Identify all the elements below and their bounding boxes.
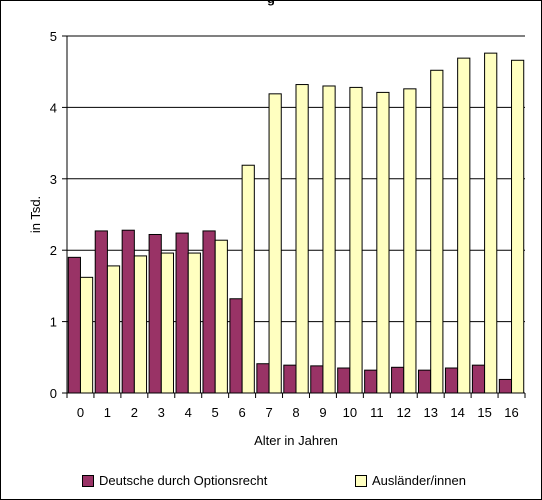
bar-deutsche-0: [67, 256, 81, 394]
bar-deutsche-9: [310, 365, 324, 394]
bar-auslaender-7: [268, 93, 282, 394]
bar-deutsche-1: [94, 230, 108, 394]
legend-item-auslaender: Ausländer/innen: [355, 473, 466, 488]
legend-label-auslaender: Ausländer/innen: [372, 473, 466, 488]
legend-item-deutsche: Deutsche durch Optionsrecht: [82, 473, 267, 488]
x-tick-label: 7: [265, 405, 272, 420]
y-tick-label: 0: [50, 386, 57, 401]
bar-auslaender-8: [295, 84, 309, 394]
bar-deutsche-15: [471, 364, 486, 394]
bar-deutsche-16: [498, 378, 513, 394]
bar-deutsche-2: [121, 229, 135, 394]
bar-auslaender-6: [241, 164, 255, 394]
x-tick-label: 9: [319, 405, 326, 420]
x-tick-labels: 0 1 2 3 4 5 6 7 8 9 10 11 12 13 14 15 16: [66, 393, 526, 420]
x-tick-label: 1: [104, 405, 111, 420]
x-tick-label: 13: [423, 405, 437, 420]
legend-label-deutsche: Deutsche durch Optionsrecht: [99, 473, 268, 488]
x-tick-label: 2: [131, 405, 138, 420]
x-tick-label: 14: [450, 405, 464, 420]
bar-auslaender-15: [484, 52, 498, 394]
x-tick-label: 11: [370, 405, 384, 420]
x-tick-label: 16: [504, 405, 518, 420]
bar-deutsche-6: [229, 298, 243, 394]
bar-auslaender-11: [376, 91, 390, 394]
x-tick-label: 15: [477, 405, 491, 420]
bar-auslaender-4: [187, 252, 201, 394]
axes: [66, 36, 525, 394]
bar-deutsche-8: [283, 364, 297, 394]
bars: [67, 52, 525, 394]
bar-auslaender-9: [322, 85, 336, 394]
bar-auslaender-10: [349, 86, 363, 394]
bar-deutsche-14: [444, 367, 459, 394]
y-tick-label: 5: [50, 29, 57, 44]
bar-deutsche-5: [202, 230, 216, 394]
x-tick-label: 4: [185, 405, 192, 420]
x-tick-label: 0: [77, 405, 84, 420]
bar-deutsche-10: [337, 367, 351, 394]
bar-auslaender-0: [79, 276, 94, 394]
bar-deutsche-3: [148, 233, 162, 394]
bar-deutsche-11: [364, 369, 378, 394]
y-tick-labels: 0 1 2 3 4 5: [50, 29, 67, 401]
y-tick-label: 4: [50, 100, 57, 115]
bar-auslaender-2: [133, 255, 148, 394]
legend-swatch-auslaender: [355, 474, 367, 487]
legend-swatch-deutsche: [82, 474, 94, 487]
y-tick-label: 2: [50, 243, 57, 258]
bar-auslaender-16: [511, 59, 525, 394]
y-axis-title: in Tsd.: [28, 196, 43, 233]
bar-deutsche-4: [175, 232, 189, 394]
x-tick-label: 8: [292, 405, 299, 420]
bar-deutsche-7: [256, 363, 270, 394]
bar-auslaender-3: [160, 252, 174, 394]
bar-auslaender-1: [106, 265, 121, 394]
x-axis-title: Alter in Jahren: [254, 433, 338, 448]
y-tick-label: 3: [50, 172, 57, 187]
bar-auslaender-13: [430, 69, 444, 394]
x-tick-label: 3: [158, 405, 165, 420]
legend: Deutsche durch Optionsrecht Ausländer/in…: [0, 473, 542, 493]
bar-auslaender-14: [457, 57, 471, 394]
x-tick-label: 5: [212, 405, 219, 420]
bar-auslaender-5: [214, 239, 228, 394]
x-tick-label: 6: [239, 405, 246, 420]
x-tick-label: 10: [343, 405, 357, 420]
y-tick-label: 1: [50, 315, 57, 330]
bar-auslaender-12: [403, 88, 417, 394]
bar-deutsche-12: [391, 366, 405, 394]
x-tick-label: 12: [397, 405, 411, 420]
bar-deutsche-13: [418, 369, 432, 394]
chart-title: g: [0, 0, 542, 7]
